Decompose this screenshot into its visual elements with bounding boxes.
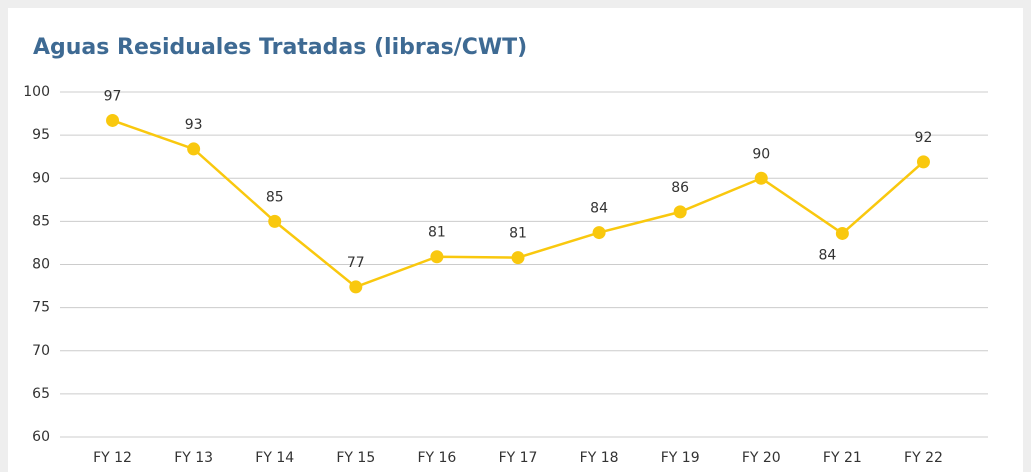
x-tick-label: FY 16 bbox=[417, 450, 456, 466]
data-label: 84 bbox=[818, 247, 836, 263]
data-label: 92 bbox=[915, 130, 933, 146]
point bbox=[430, 250, 444, 264]
point bbox=[916, 155, 930, 169]
x-tick-label: FY 14 bbox=[255, 450, 294, 466]
point bbox=[511, 251, 525, 265]
data-label: 81 bbox=[509, 226, 527, 242]
x-tick-label: FY 21 bbox=[823, 450, 862, 466]
data-label: 81 bbox=[428, 225, 446, 241]
data-label: 77 bbox=[347, 255, 365, 271]
y-tick-label: 65 bbox=[32, 386, 50, 402]
y-tick-label: 75 bbox=[32, 300, 50, 316]
y-tick-label: 95 bbox=[32, 127, 50, 143]
y-tick-label: 70 bbox=[32, 343, 50, 359]
x-tick-label: FY 22 bbox=[904, 450, 943, 466]
x-tick-label: FY 13 bbox=[174, 450, 213, 466]
data-label: 90 bbox=[752, 146, 770, 162]
point bbox=[187, 142, 201, 156]
point bbox=[268, 214, 282, 228]
x-tick-label: FY 18 bbox=[580, 450, 619, 466]
point bbox=[592, 226, 606, 240]
data-label: 93 bbox=[185, 117, 203, 133]
x-tick-label: FY 12 bbox=[93, 450, 132, 466]
data-label: 86 bbox=[671, 180, 689, 196]
y-tick-label: 60 bbox=[32, 429, 50, 445]
data-label: 85 bbox=[266, 189, 284, 205]
card bbox=[8, 8, 1023, 472]
y-tick-label: 80 bbox=[32, 257, 50, 273]
data-label: 84 bbox=[590, 201, 608, 217]
y-tick-label: 85 bbox=[32, 213, 50, 229]
point bbox=[835, 226, 849, 240]
x-tick-label: FY 19 bbox=[661, 450, 700, 466]
x-tick-label: FY 20 bbox=[742, 450, 781, 466]
point bbox=[673, 205, 687, 219]
y-tick-label: 90 bbox=[32, 170, 50, 186]
chart-title: Aguas Residuales Tratadas (libras/CWT) bbox=[33, 35, 527, 60]
point bbox=[106, 113, 120, 127]
x-tick-label: FY 17 bbox=[499, 450, 538, 466]
point bbox=[754, 171, 768, 185]
point bbox=[349, 280, 363, 294]
data-label: 97 bbox=[104, 88, 122, 104]
x-tick-label: FY 15 bbox=[336, 450, 375, 466]
y-tick-label: 100 bbox=[23, 84, 50, 100]
